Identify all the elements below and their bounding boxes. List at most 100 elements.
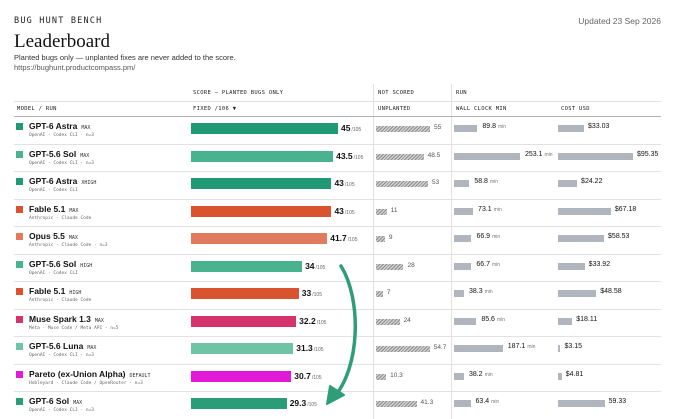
model-name: GPT-5.6 Sol HIGH [29,259,92,269]
fixed-score-denominator: /105 [313,347,324,353]
unplanted-value: 55 [434,124,442,131]
model-tier-label: MAX [87,345,97,351]
wall-clock-number: 38.3 [468,288,483,295]
fixed-score-number: 32.2 [299,315,316,326]
wall-clock-bar [454,372,464,380]
cost-bar [558,152,633,160]
cost-value: $48.58 [600,288,622,295]
table-row[interactable]: Fable 5.1 HIGH Anthropic · Claude Code 33/1… [0,282,675,310]
fixed-score-value: 43/105 [334,206,354,216]
model-run-meta: OpenAI · Codex CLI · n=3 [29,160,95,166]
wall-clock-bar [454,125,478,132]
updated-date: Updated 23 Sep 2026 [578,16,661,26]
column-divider [451,84,452,419]
table-row[interactable]: Opus 5.5 MAX Anthropic · Claude Code · n=3… [0,227,675,255]
wall-clock-unit: min [527,344,536,350]
table-row[interactable]: Pareto (ex-Union Alpha) DEFAULT Hobleyard … [0,365,675,393]
column-header-model: MODEL / RUN [17,106,57,112]
unplanted-value: 54.7 [433,344,447,351]
unplanted-bar [376,126,430,132]
table-row[interactable]: GPT-6 Astra MAX OpenAI · Codex CLI · n=3 45… [0,117,675,145]
page-title: Leaderboard [14,31,110,52]
wall-clock-number: 63.4 [475,398,490,405]
fixed-score-bar [191,123,338,134]
model-run-meta: OpenAI · Codex CLI [29,270,78,276]
model-run-meta: Anthropic · Claude Code · n=3 [29,243,108,248]
fixed-score-bar [191,178,332,189]
fixed-score-bar [191,150,334,162]
model-name-text: Opus 5.5 [29,231,65,241]
fixed-score-denominator: /105 [307,402,317,408]
model-run-meta: OpenAI · Codex CLI · n=3 [29,353,95,358]
row-divider [14,198,661,200]
fixed-score-value: 33/105 [302,288,322,298]
group-header-not-scored: NOT SCORED [378,90,415,96]
model-color-swatch [16,150,23,158]
unplanted-bar [376,373,387,380]
wall-clock-value: 73.1 min [478,206,502,213]
model-run-meta: Anthropic · Claude Code [29,215,92,221]
cost-value: $67.18 [614,205,637,213]
cost-value: $33.92 [588,260,611,268]
column-header-wall-clock[interactable]: WALL CLOCK MIN [456,106,507,112]
fixed-score-value: 29.3/105 [290,398,317,408]
model-name: Muse Spark 1.3 MAX [29,314,104,324]
group-header-run: RUN [456,90,467,96]
wall-clock-unit: min [491,399,500,405]
model-name: Fable 5.1 HIGH [29,286,81,296]
fixed-score-bar [191,205,332,217]
cost-bar [558,372,562,380]
wall-clock-value: 63.4 min [476,398,500,405]
header-divider [14,116,661,117]
table-row[interactable]: Muse Spark 1.3 MAX Meta · Muse Code / Meta… [0,310,675,338]
cost-value: $4.81 [565,370,584,378]
table-row[interactable]: GPT-5.6 Sol MAX OpenAI · Codex CLI · n=3 43… [0,145,675,173]
model-name: Pareto (ex-Union Alpha) DEFAULT [29,369,151,379]
column-divider [373,84,374,419]
fixed-score-denominator: /105 [315,264,326,271]
wall-clock-bar [454,180,470,187]
column-header-unplanted[interactable]: UNPLANTED [378,106,411,112]
model-tier-label: MAX [68,235,78,241]
table-row[interactable]: GPT-6 Sol MAX OpenAI · Codex CLI · n=3 29.3… [0,392,675,419]
table-row[interactable]: GPT-5.6 Luna MAX OpenAI · Codex CLI · n=3 3… [0,337,675,365]
fixed-score-value: 32.2/105 [299,316,326,326]
cost-bar [558,262,585,270]
unplanted-value: 28 [407,261,415,269]
fixed-score-number: 29.3 [289,398,307,408]
wall-clock-number: 253.1 [525,150,543,158]
column-header-fixed[interactable]: FIXED /106 ▼ [193,106,237,112]
wall-clock-value: 38.3 min [469,288,493,295]
column-header-cost[interactable]: COST USD [561,106,590,112]
cost-bar [558,290,597,297]
table-row[interactable]: GPT-5.6 Sol HIGH OpenAI · Codex CLI 34/105 2… [0,255,675,283]
fixed-score-value: 34/105 [305,261,325,271]
fixed-score-value: 43/105 [334,178,354,188]
table-row[interactable]: GPT-6 Astra XHIGH OpenAI · Codex CLI 43/105… [0,172,675,200]
unplanted-value: 11 [390,206,398,214]
model-name: GPT-6 Astra XHIGH [29,176,96,186]
unplanted-bar [376,291,383,297]
table-row[interactable]: Fable 5.1 MAX Anthropic · Claude Code 43/10… [0,200,675,228]
cost-value: 59.33 [608,398,627,405]
site-url-link[interactable]: https://bughunt.productcompass.pm/ [14,63,136,72]
fixed-score-denominator: /105 [353,154,364,161]
fixed-score-bar [191,315,297,327]
wall-clock-unit: min [492,261,501,268]
wall-clock-unit: min [484,371,493,378]
model-run-meta: OpenAI · Codex CLI · n=3 [29,408,95,413]
wall-clock-value: 66.7 min [476,261,500,268]
model-name-text: GPT-6 Sol [29,396,70,406]
wall-clock-unit: min [492,234,501,240]
model-color-swatch [16,288,23,295]
row-divider [14,171,661,172]
fixed-score-bar [191,260,303,272]
brand-label: BUG HUNT BENCH [14,16,103,26]
wall-clock-number: 38.2 [468,370,483,378]
model-name-text: Pareto (ex-Union Alpha) [29,368,126,379]
fixed-score-bar [191,343,294,354]
model-tier-label: DEFAULT [129,372,151,379]
model-run-meta: OpenAI · Codex CLI [29,188,78,193]
cost-value: $18.11 [576,315,598,323]
model-name: GPT-6 Astra MAX [29,121,90,131]
